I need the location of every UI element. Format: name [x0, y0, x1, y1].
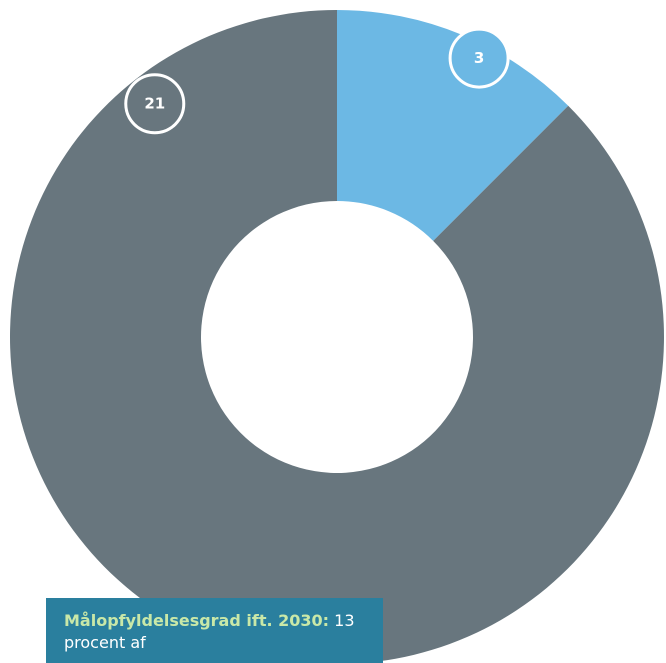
slice-value-label: 3 — [474, 49, 484, 67]
donut-slices — [10, 10, 664, 663]
slice-badge-circle — [124, 73, 186, 135]
donut-slice-3 — [337, 10, 569, 241]
note-lead: Målopfyldelsesgrad ift. 2030: — [64, 611, 330, 630]
goal-fulfillment-note: Målopfyldelsesgrad ift. 2030: 13 procent… — [46, 598, 383, 663]
donut-slice-21 — [10, 10, 664, 663]
note-text: 13 procent af — [64, 611, 355, 652]
slice-badge-21: 21 — [124, 73, 186, 135]
slice-value-label: 21 — [144, 95, 165, 113]
slice-badges: 3 21 — [124, 27, 510, 135]
slice-badge-circle — [448, 27, 510, 89]
slice-badge-3: 3 — [448, 27, 510, 89]
